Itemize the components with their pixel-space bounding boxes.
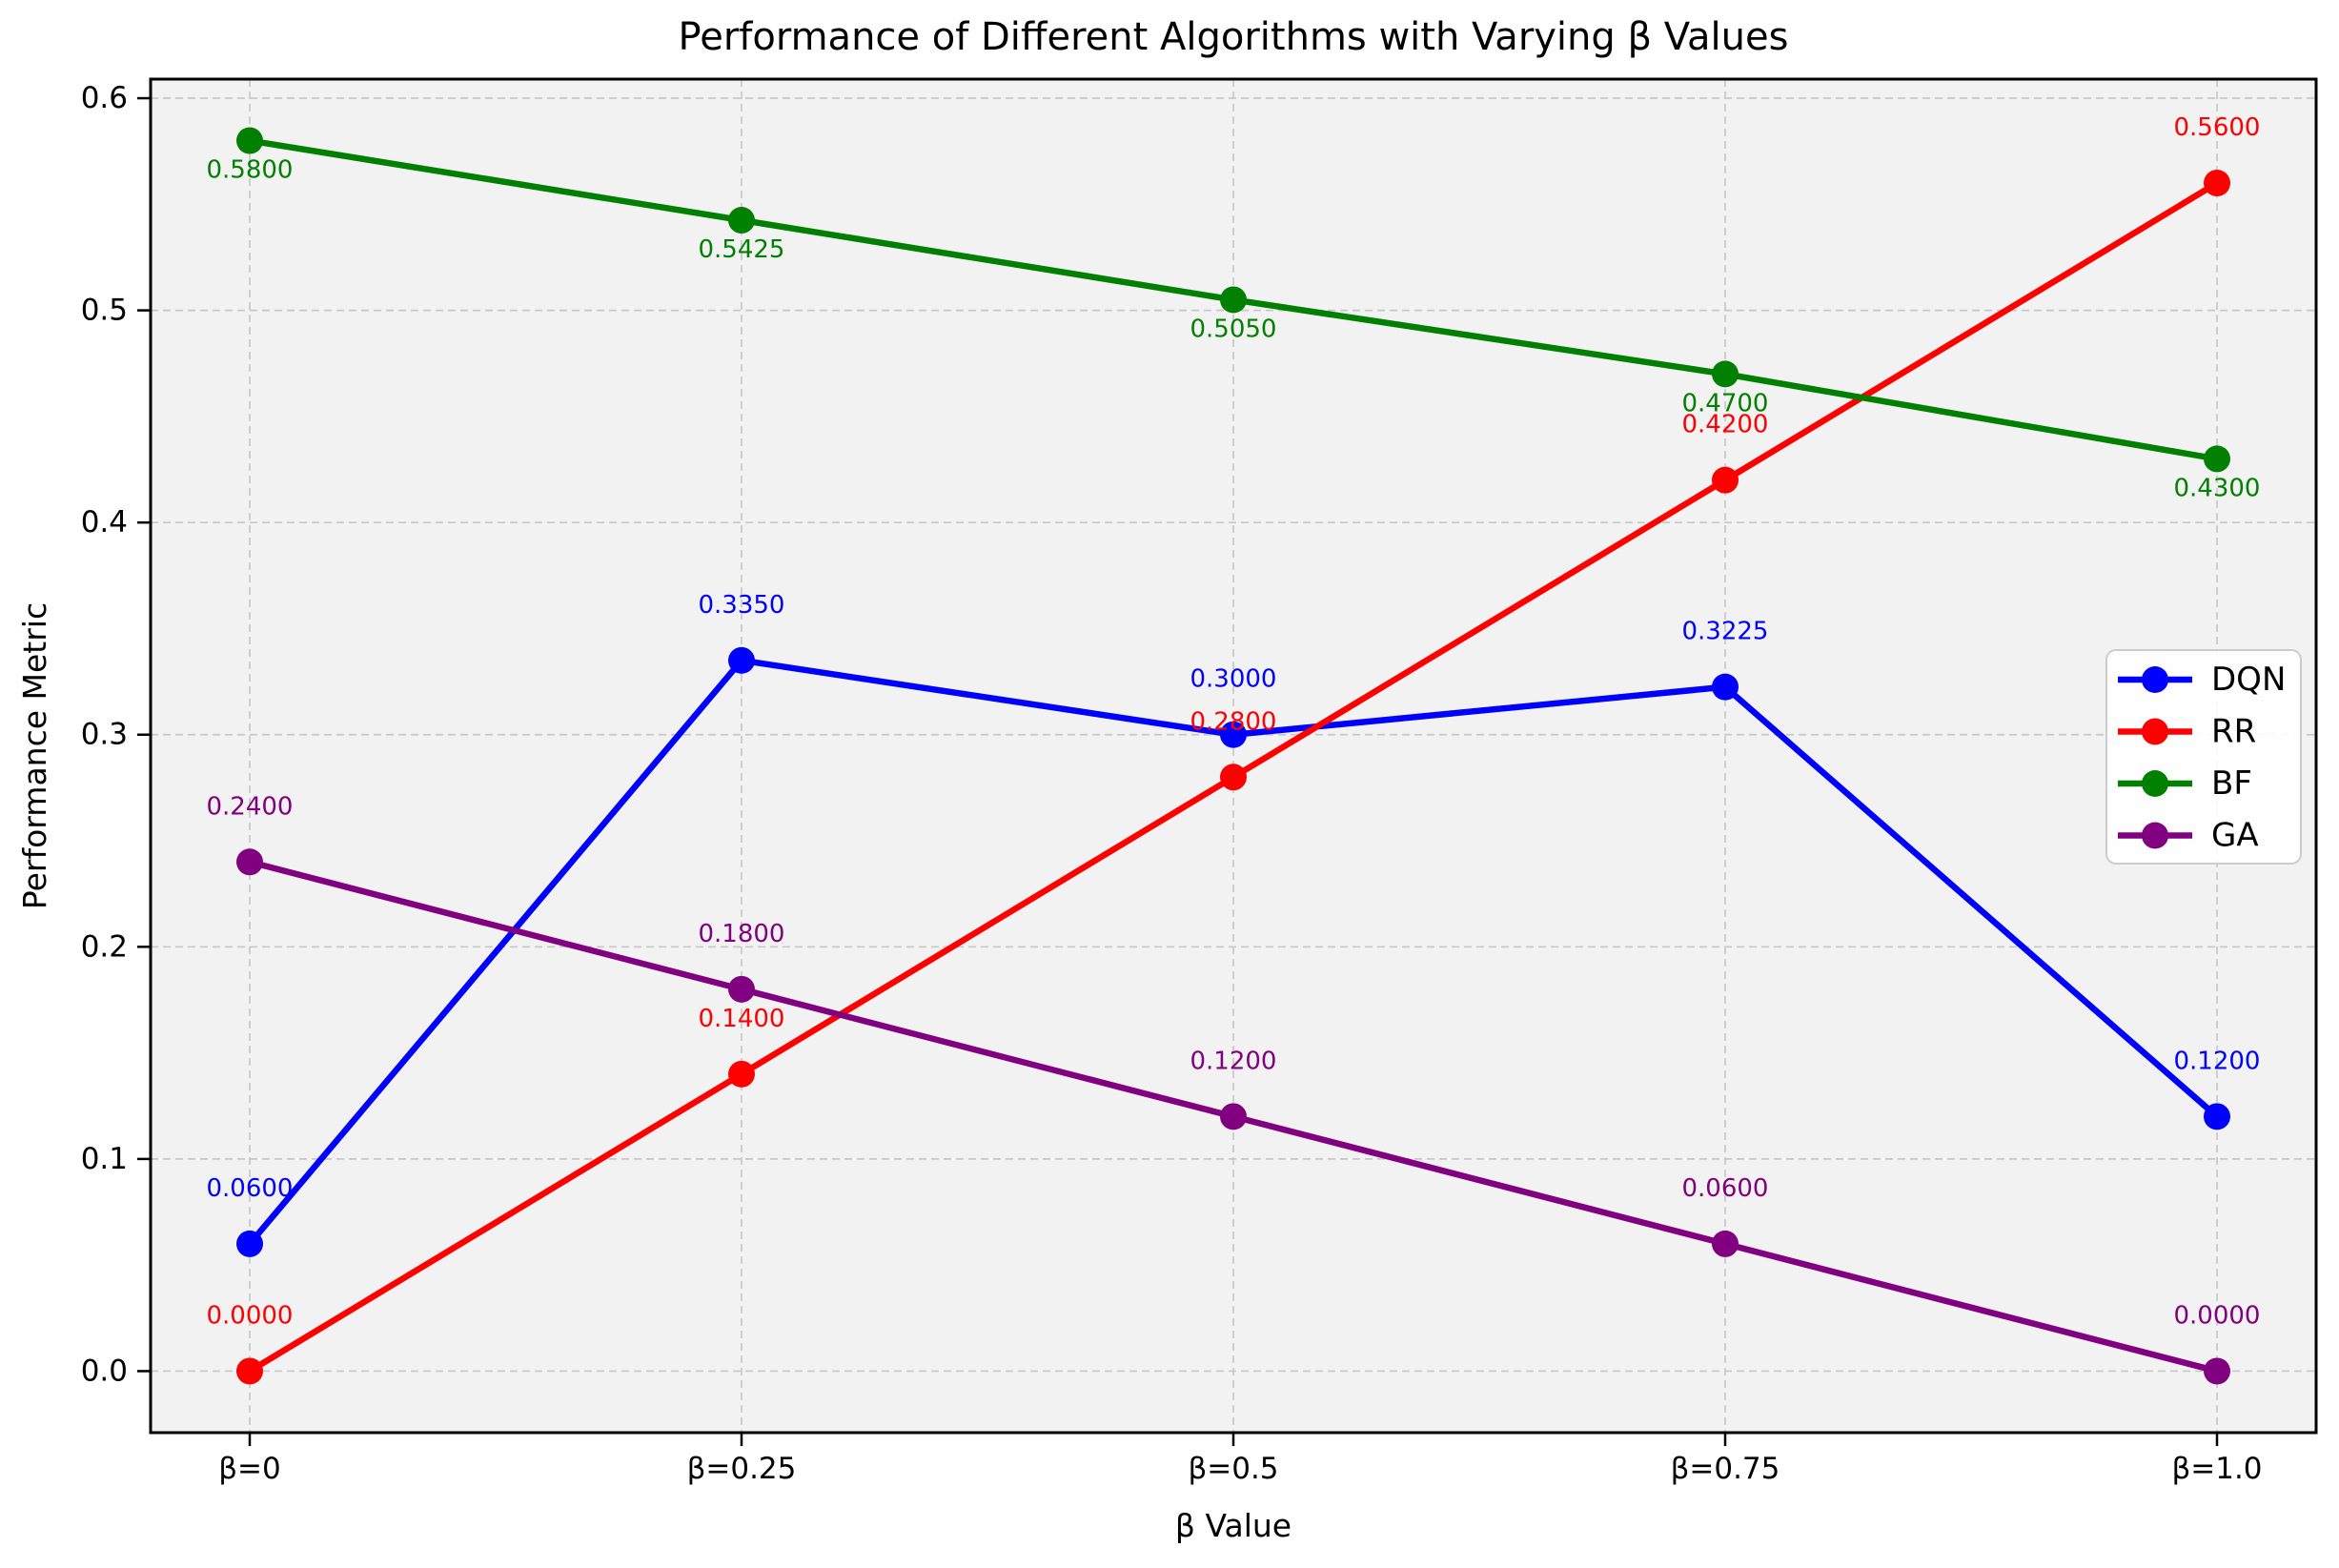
data-point-DQN (1712, 673, 1739, 701)
data-point-label-BF: 0.5050 (1190, 315, 1277, 343)
axis-ticks: 0.0 0.1 0.2 0.3 0.4 0.5 0.6 β=0 β=0.25 β=0.5 β=0.7… (81, 81, 2263, 1486)
x-tick-label: β=0.25 (687, 1452, 797, 1486)
data-point-DQN (2204, 1103, 2230, 1130)
data-point-label-GA: 0.0000 (2174, 1301, 2261, 1330)
legend-label-GA: GA (2211, 817, 2259, 855)
data-point-label-GA: 0.1800 (699, 920, 785, 948)
data-point-label-RR: 0.5600 (2174, 113, 2261, 142)
data-point-label-DQN: 0.0600 (207, 1174, 294, 1203)
data-point-label-BF: 0.4300 (2174, 474, 2261, 502)
legend-sample-marker-DQN (2142, 666, 2168, 693)
data-point-label-RR: 0.0000 (207, 1301, 294, 1330)
x-tick-label: β=0 (218, 1452, 280, 1486)
data-point-BF (236, 127, 263, 154)
data-point-GA (1712, 1230, 1739, 1257)
data-point-label-BF: 0.5800 (207, 156, 294, 185)
chart-title: Performance of Different Algorithms with… (679, 15, 1789, 59)
y-tick-label: 0.3 (81, 718, 128, 752)
data-point-DQN (236, 1230, 263, 1257)
data-point-label-RR: 0.1400 (699, 1005, 785, 1033)
y-tick-label: 0.6 (81, 81, 128, 115)
data-point-label-GA: 0.1200 (1190, 1047, 1277, 1075)
x-tick-label: β=1.0 (2171, 1452, 2262, 1486)
data-point-BF (2204, 445, 2230, 473)
data-point-GA (2204, 1357, 2230, 1385)
data-point-RR (1220, 764, 1247, 791)
data-point-RR (236, 1357, 263, 1385)
data-point-label-GA: 0.0600 (1682, 1174, 1769, 1203)
data-point-RR (728, 1060, 755, 1088)
data-point-label-BF: 0.4700 (1682, 389, 1769, 417)
legend-sample-marker-BF (2142, 770, 2168, 797)
y-tick-label: 0.5 (81, 294, 128, 328)
data-point-GA (236, 848, 263, 876)
data-point-RR (2204, 170, 2230, 197)
data-point-GA (1220, 1103, 1247, 1130)
data-point-DQN (1220, 721, 1247, 748)
legend-label-BF: BF (2211, 764, 2252, 803)
y-tick-label: 0.1 (81, 1142, 128, 1176)
legend-label-DQN: DQN (2211, 661, 2286, 699)
data-series: 0.0600 0.3350 0.3000 0.3225 0.1200 0.0000 0.14… (207, 113, 2261, 1385)
data-point-label-BF: 0.5425 (699, 235, 785, 264)
data-point-RR (1712, 466, 1739, 494)
legend-sample-marker-RR (2142, 718, 2168, 745)
data-point-label-GA: 0.2400 (207, 792, 294, 821)
data-point-BF (1220, 286, 1247, 314)
data-point-label-DQN: 0.3225 (1682, 618, 1769, 646)
x-tick-label: β=0.5 (1188, 1452, 1278, 1486)
legend-sample-marker-GA (2142, 822, 2168, 849)
data-point-label-DQN: 0.3350 (699, 591, 785, 620)
data-point-label-RR: 0.4200 (1682, 411, 1769, 439)
data-point-label-RR: 0.2800 (1190, 707, 1277, 736)
y-axis-label: Performance Metric (16, 602, 53, 909)
y-tick-label: 0.0 (81, 1354, 128, 1388)
data-point-GA (728, 975, 755, 1003)
y-tick-label: 0.2 (81, 929, 128, 964)
x-tick-label: β=0.75 (1671, 1452, 1780, 1486)
y-tick-label: 0.4 (81, 505, 128, 540)
data-point-BF (1712, 360, 1739, 388)
legend-box (2105, 649, 2302, 865)
data-point-BF (728, 207, 755, 234)
data-point-label-DQN: 0.3000 (1190, 665, 1277, 694)
x-axis-label: β Value (1175, 1507, 1292, 1544)
legend-label-RR: RR (2211, 713, 2256, 751)
data-point-label-DQN: 0.1200 (2174, 1047, 2261, 1075)
legend: DQN RR BF GA (2105, 649, 2302, 865)
data-point-DQN (728, 646, 755, 674)
